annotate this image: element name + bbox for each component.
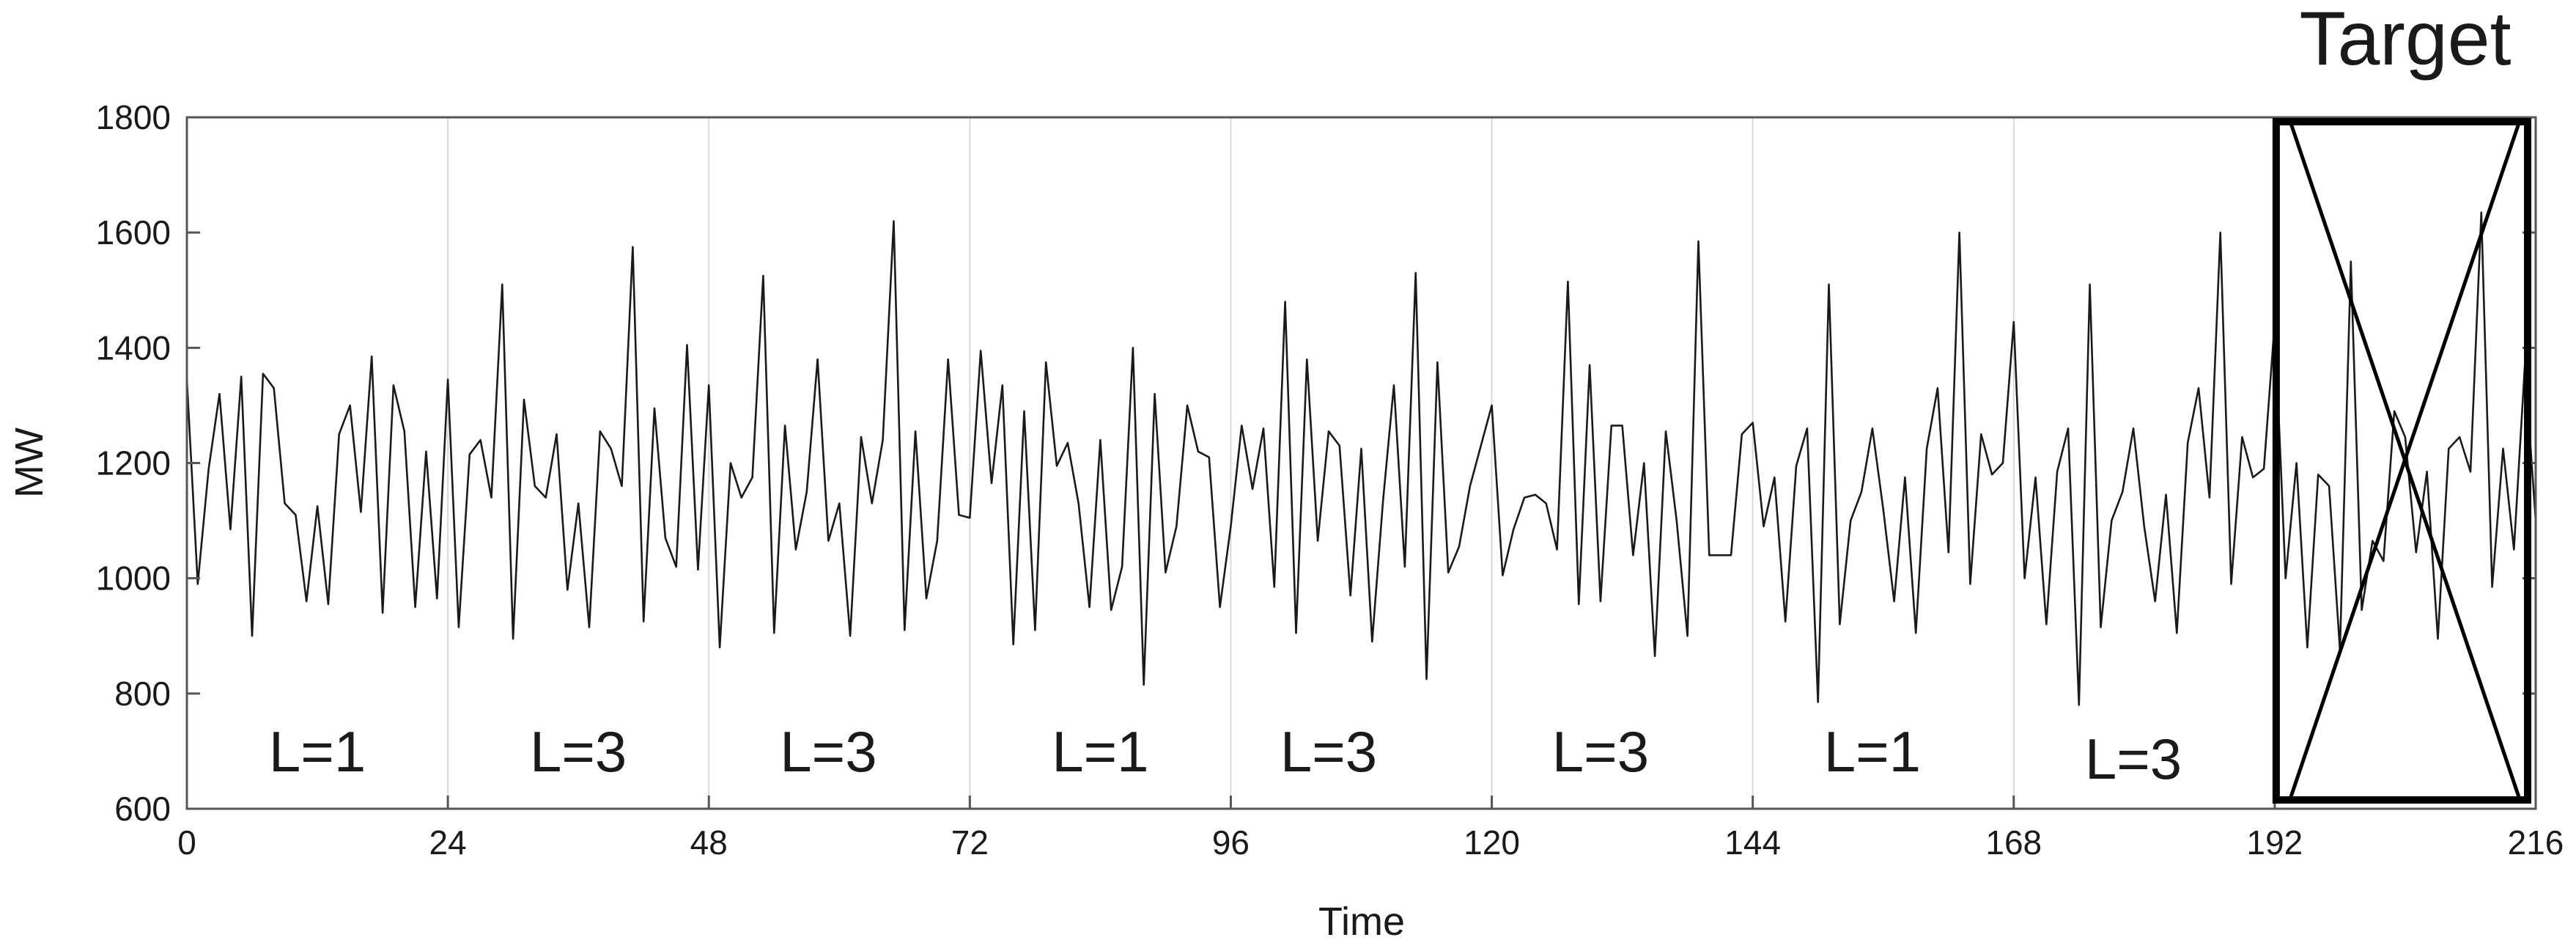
y-axis: 600 800 1000 1200 1400 1600 1800 bbox=[96, 98, 2536, 828]
segment-label: L=1 bbox=[1052, 719, 1148, 784]
x-tick-label: 0 bbox=[177, 823, 196, 862]
segment-label: L=3 bbox=[780, 719, 876, 784]
segment-label: L=3 bbox=[1552, 719, 1649, 784]
x-tick-label: 216 bbox=[2508, 823, 2564, 862]
y-axis-title: MW bbox=[7, 427, 51, 498]
segment-label: L=3 bbox=[2085, 727, 2182, 791]
x-tick-label: 192 bbox=[2247, 823, 2303, 862]
grid-layer bbox=[447, 117, 2276, 809]
series-line bbox=[185, 211, 2537, 706]
segment-label: L=1 bbox=[269, 719, 366, 784]
segment-labels: L=1 L=3 L=3 L=1 L=3 L=3 L=1 L=3 bbox=[269, 719, 2182, 791]
segment-label: L=3 bbox=[530, 719, 627, 784]
y-tick-label: 1600 bbox=[96, 213, 171, 251]
y-tick-label: 1400 bbox=[96, 328, 171, 367]
series-layer bbox=[185, 211, 2537, 706]
target-box bbox=[2272, 118, 2532, 804]
target-cross-line bbox=[2289, 122, 2521, 798]
x-tick-label: 168 bbox=[1985, 823, 2042, 862]
y-tick-label: 800 bbox=[114, 675, 171, 713]
target-box-group bbox=[2272, 118, 2532, 804]
y-tick-label: 600 bbox=[114, 790, 171, 828]
y-tick-label: 1200 bbox=[96, 444, 171, 482]
x-axis-title: Time bbox=[1318, 900, 1405, 944]
x-tick-label: 24 bbox=[429, 823, 467, 862]
x-tick-label: 72 bbox=[951, 823, 989, 862]
segment-label: L=1 bbox=[1824, 719, 1921, 784]
segment-label: L=3 bbox=[1280, 719, 1377, 784]
x-tick-label: 96 bbox=[1212, 823, 1250, 862]
target-label: Target bbox=[2299, 0, 2511, 81]
y-tick-label: 1800 bbox=[96, 98, 171, 136]
x-tick-label: 48 bbox=[690, 823, 728, 862]
x-tick-label: 144 bbox=[1724, 823, 1781, 862]
x-tick-label: 120 bbox=[1464, 823, 1520, 862]
y-tick-label: 1000 bbox=[96, 559, 171, 598]
x-axis: 0 24 48 72 96 120 144 168 192 216 bbox=[177, 796, 2564, 862]
